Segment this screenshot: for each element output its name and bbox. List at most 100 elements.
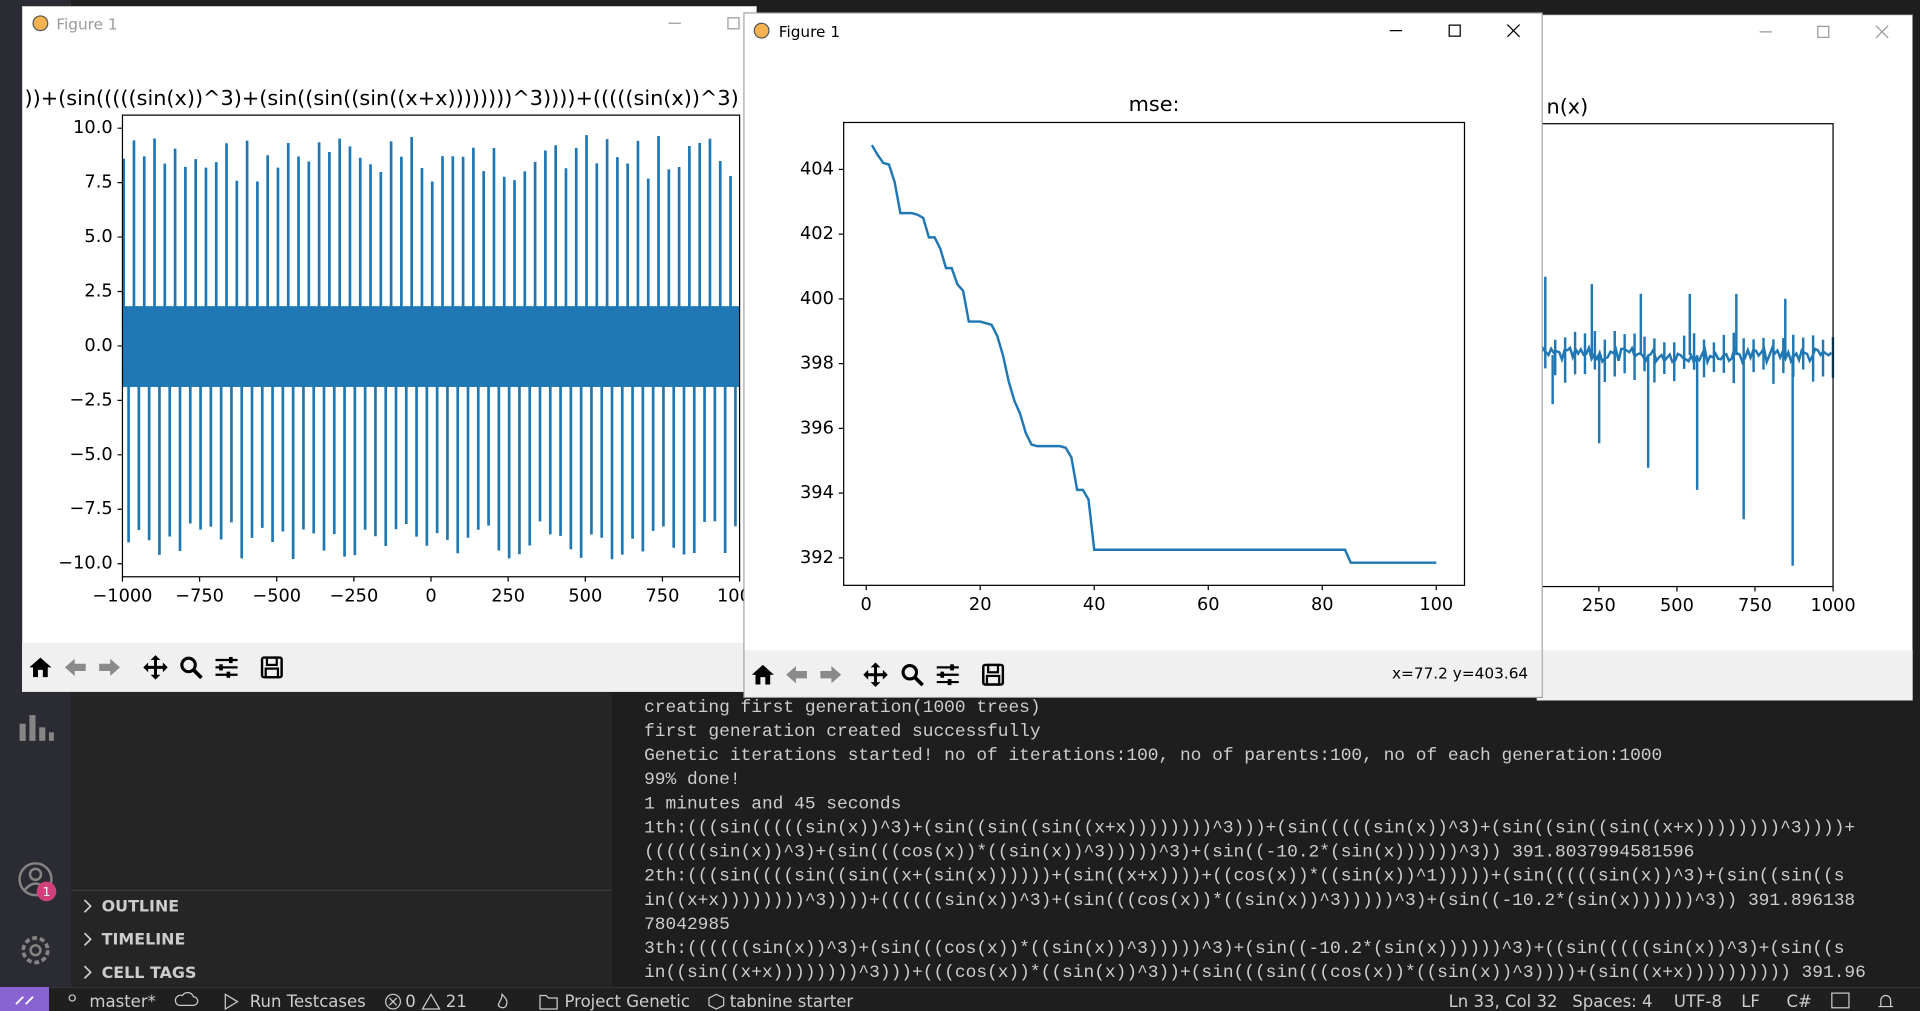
close-button[interactable] (1506, 24, 1521, 38)
terminal-line: ((((((sin(x))^3)+(sin(((cos(x))*((sin(x)… (644, 843, 1694, 863)
terminal-panel (612, 691, 1920, 987)
terminal-line: 3th:((((((sin(x))^3)+(sin(((cos(x))*((si… (644, 939, 1844, 959)
chart-title: ))+(sin(((((sin(x))^3)+(sin((sin((sin((x… (24, 86, 738, 110)
configure-button[interactable] (935, 663, 960, 687)
remote-button[interactable] (0, 986, 49, 1011)
close-button[interactable] (1875, 25, 1889, 39)
x-tick-label: 0 (861, 595, 872, 615)
cursor-position[interactable]: Ln 33, Col 32 (1449, 992, 1558, 1011)
terminal-line: 99% done! (644, 770, 740, 790)
sync-icon[interactable] (174, 992, 199, 1006)
status-items: master* Run Testcases 0 21 Project Genet… (68, 992, 1894, 1011)
cursor-readout: x=77.2 y=403.64 (1392, 665, 1528, 683)
line-ending[interactable]: LF (1741, 992, 1760, 1011)
window-title: Figure 1 (56, 16, 117, 34)
settings-icon[interactable] (21, 936, 50, 965)
configure-button[interactable] (214, 655, 239, 679)
figure-window: n(x) 250 500 750 1000 (1536, 14, 1913, 701)
x-tick-label: 0 (425, 586, 436, 606)
x-tick-label: 750 (1738, 596, 1772, 616)
x-tick-label: 750 (646, 586, 680, 606)
status-bar (0, 986, 1920, 1011)
x-tick-label: −500 (252, 586, 301, 606)
x-tick-label: 250 (491, 586, 525, 606)
branch-icon (68, 994, 76, 1002)
flame-icon[interactable] (497, 992, 508, 1009)
y-tick-label: −2.5 (70, 390, 113, 410)
x-tick-label: 500 (568, 586, 602, 606)
x-tick-label: 100 (1419, 595, 1453, 615)
toolbar (1536, 650, 1913, 701)
folder-icon (539, 994, 558, 1010)
x-tick-label: −250 (329, 586, 378, 606)
indentation[interactable]: Spaces: 4 (1572, 992, 1652, 1011)
section-title: OUTLINE (102, 897, 180, 916)
sidebar (71, 691, 613, 987)
sidebar-outline[interactable]: OUTLINE (83, 897, 180, 916)
window-frame (743, 12, 1543, 698)
y-tick-label: 2.5 (84, 282, 112, 302)
terminal-line: creating first generation(1000 trees) (644, 698, 1041, 718)
figure-window: Figure 1 ))+(sin(((((sin(x))^3)+(sin((si… (22, 6, 757, 692)
badge-count: 1 (43, 885, 51, 899)
y-tick-label: 398 (800, 354, 834, 374)
run-icon (224, 993, 239, 1011)
language-mode[interactable]: C# (1787, 992, 1812, 1011)
run-testcases[interactable]: Run Testcases (250, 992, 366, 1011)
y-tick-label: 402 (800, 224, 834, 244)
branch[interactable]: master* (89, 992, 156, 1011)
y-tick-label: 394 (800, 483, 834, 503)
sidebar-cell-tags[interactable]: CELL TAGS (83, 963, 197, 982)
window-icon (32, 15, 49, 32)
section-title: CELL TAGS (102, 963, 197, 982)
error-icon-cross (388, 997, 398, 1006)
encoding[interactable]: UTF-8 (1674, 992, 1722, 1011)
toolbar (22, 642, 757, 692)
terminal-line: 2th:(((sin((((sin((sin((x+(sin(x))))))+(… (644, 867, 1844, 887)
sidebar-timeline[interactable]: TIMELINE (83, 930, 186, 949)
terminal-line: Genetic iterations started! no of iterat… (644, 746, 1662, 766)
chart-title: mse: (1129, 92, 1180, 116)
account-icon[interactable]: 1 (18, 862, 57, 902)
terminal-output: creating first generation(1000 trees) fir… (644, 698, 1866, 983)
chart-title: n(x) (1547, 95, 1589, 119)
remote-icon (15, 996, 34, 1005)
maximize-button[interactable] (1448, 24, 1461, 37)
x-tick-label: 60 (1197, 595, 1220, 615)
maximize-button[interactable] (727, 17, 740, 30)
y-tick-label: −7.5 (70, 499, 113, 519)
warning-count[interactable]: 21 (446, 992, 467, 1011)
tabnine[interactable]: tabnine starter (730, 992, 854, 1011)
x-tick-label: 40 (1083, 595, 1106, 615)
y-tick-label: 7.5 (84, 173, 112, 193)
axes-frame (1536, 123, 1834, 588)
badge (36, 881, 57, 902)
activity-charts-icon[interactable] (19, 715, 54, 741)
feedback-icon[interactable] (1831, 992, 1850, 1009)
project[interactable]: Project Genetic (564, 992, 690, 1011)
y-tick-label: 400 (800, 289, 834, 309)
y-tick-label: 0.0 (84, 336, 112, 356)
terminal-line: in((x+x))))))))^3))))+((((((sin(x))^3)+(… (644, 891, 1855, 911)
series-line (870, 144, 1437, 564)
window-title: Figure 1 (779, 23, 840, 41)
x-tick-label: −1000 (92, 586, 152, 606)
x-tick-label: 1000 (1810, 596, 1855, 616)
terminal-line: 78042985 (644, 915, 730, 935)
y-tick-label: 10.0 (73, 118, 113, 138)
section-title: TIMELINE (102, 930, 186, 949)
window-icon (753, 22, 770, 39)
notifications-icon[interactable] (1878, 995, 1894, 1008)
axes: mse: 0 20 40 60 80 100 392 394 396 398 400 402 404 (800, 92, 1466, 615)
maximize-button[interactable] (1817, 25, 1830, 38)
y-tick-label: 5.0 (84, 227, 112, 247)
figure-window: Figure 1 mse: 0 20 40 60 80 100 392 394 396 398 400… (743, 12, 1543, 698)
x-tick-label: 80 (1311, 595, 1334, 615)
error-count[interactable]: 0 (405, 992, 416, 1011)
axes-frame (121, 114, 741, 578)
y-tick-label: 404 (800, 159, 834, 179)
x-tick-label: 250 (1582, 596, 1616, 616)
signal-spikes (122, 135, 737, 560)
